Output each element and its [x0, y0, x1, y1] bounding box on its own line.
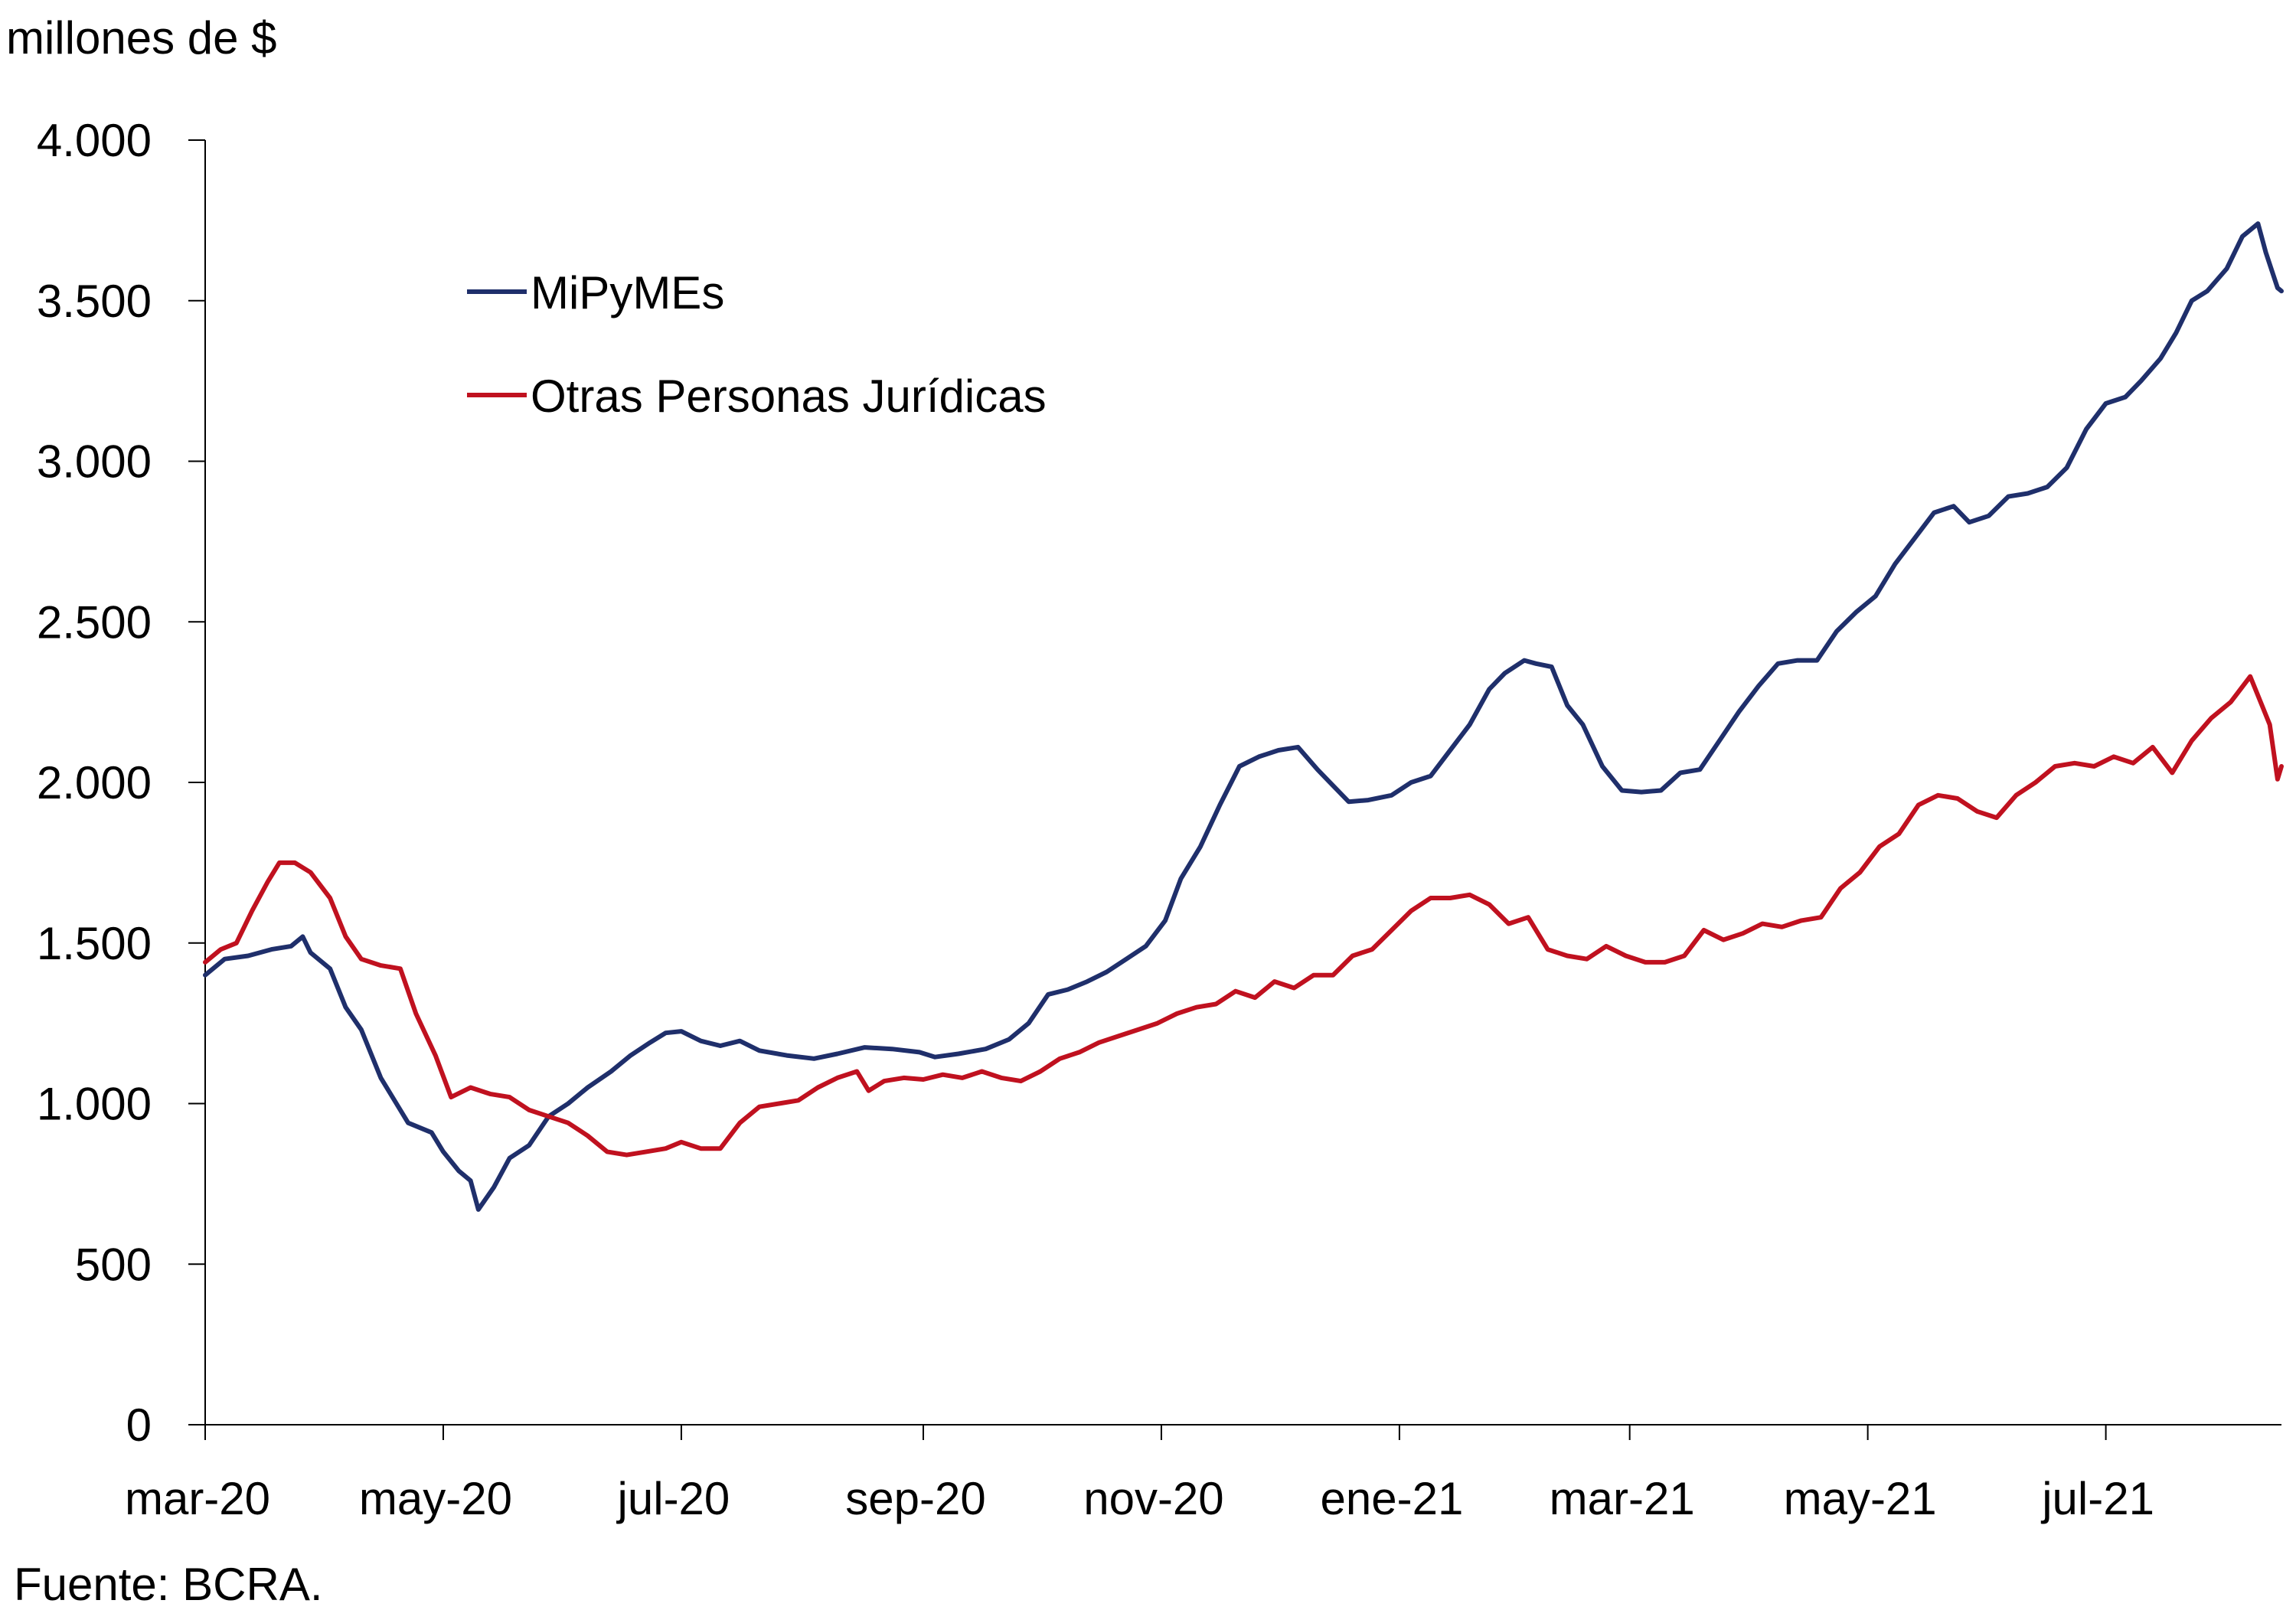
x-tick-label: may-21 [1784, 1473, 1937, 1524]
x-tick-label: may-20 [359, 1473, 512, 1524]
series-line-otras-personas-juridicas [203, 674, 2284, 1158]
y-axis-unit-label: millones de $ [6, 12, 277, 64]
x-axis: mar-20 may-20 jul-20 sep-20 nov-20 ene-21 mar-… [125, 1424, 2281, 1524]
legend: MiPyMEs Otras Personas Jurídicas [467, 267, 1047, 422]
y-axis: 0 500 1.000 1.500 2.000 2.500 3.000 3.500 4.000 [37, 115, 206, 1451]
y-tick-label: 4.000 [37, 115, 152, 166]
source-note: Fuente: BCRA. [14, 1559, 323, 1610]
x-tick-label: mar-20 [125, 1473, 270, 1524]
x-tick-label: jul-20 [616, 1473, 730, 1524]
y-tick-label: 1.500 [37, 918, 152, 969]
legend-label-mipymes: MiPyMEs [531, 267, 724, 318]
y-tick-label: 1.000 [37, 1079, 152, 1130]
series-lines [203, 221, 2284, 1212]
x-tick-label: jul-21 [2040, 1473, 2154, 1524]
y-tick-label: 0 [126, 1399, 152, 1451]
y-tick-label: 500 [75, 1239, 152, 1290]
legend-label-otras-personas-juridicas: Otras Personas Jurídicas [531, 371, 1047, 422]
y-tick-label: 2.000 [37, 757, 152, 808]
x-tick-label: ene-21 [1320, 1473, 1463, 1524]
y-tick-label: 2.500 [37, 596, 152, 648]
x-tick-label: nov-20 [1083, 1473, 1223, 1524]
x-tick-label: sep-20 [845, 1473, 985, 1524]
x-tick-label: mar-21 [1550, 1473, 1695, 1524]
y-tick-label: 3.000 [37, 436, 152, 488]
y-tick-label: 3.500 [37, 276, 152, 327]
series-line-mipymes [203, 221, 2284, 1212]
